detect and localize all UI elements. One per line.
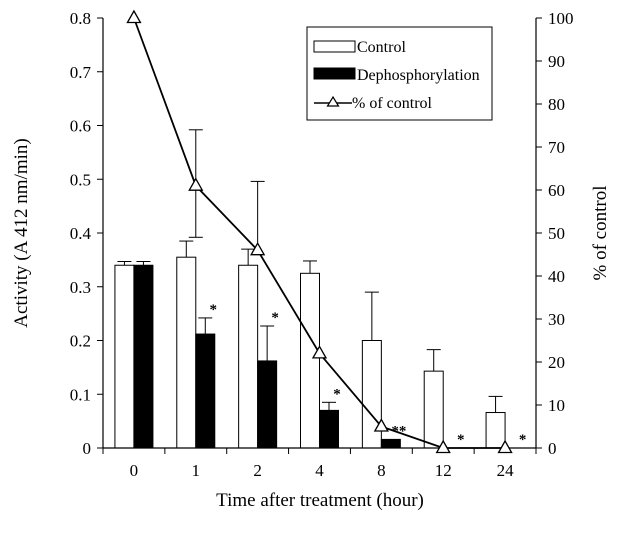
y-tick-label-6: 0.6 [70,117,91,136]
significance-label-2: * [271,310,279,326]
x-axis-label: Time after treatment (hour) [216,490,424,511]
significance-label-4: ** [391,423,406,439]
percent-marker-2 [250,241,266,256]
bar-dephos-1 [195,333,216,449]
y2-tick-label-1: 10 [548,396,565,415]
legend-label-control: Control [357,39,406,56]
percent-marker-5 [435,439,451,454]
y2-tick-label-9: 90 [548,52,565,71]
y2-tick-label-8: 80 [548,95,565,114]
bar-control-0 [114,264,135,449]
percent-marker-4 [373,418,389,432]
x-tick-label-5: 12 [435,461,452,480]
x-tick-label-0: 0 [130,461,139,480]
significance-label-3: * [333,386,341,402]
y-axis-label: Activity (A 412 nm/min) [11,138,32,327]
y-tick-label-4: 0.4 [70,224,92,243]
bar-control-2 [238,264,259,449]
legend-swatch-control [313,40,356,53]
y2-tick-label-3: 30 [548,310,565,329]
y2-axis-label: % of control [590,186,611,281]
x-tick-label-4: 8 [377,461,386,480]
percent-marker-6 [497,439,513,454]
bar-dephos-2 [257,360,278,449]
percent-marker-3 [311,345,328,359]
bar-control-5 [423,370,444,449]
x-tick-label-3: 4 [315,461,324,480]
y-ticks-right: 0 10 20 30 40 50 60 70 80 90 100 [536,9,574,458]
y-tick-label-3: 0.3 [70,278,91,297]
legend-label-dephos: Dephosphorylation [357,67,480,84]
y2-tick-label-4: 40 [548,267,565,286]
significance-label-1: * [210,302,218,318]
x-tick-label-6: 24 [497,461,515,480]
y2-tick-label-5: 50 [548,224,565,243]
legend-label-percent: % of control [352,95,433,112]
y2-tick-label-2: 20 [548,353,565,372]
percent-line-layer [126,9,513,454]
legend-swatch-dephos [313,67,356,80]
significance-layer: ****** * [210,302,527,448]
y2-tick-label-7: 70 [548,138,565,157]
legend: Control Dephosphorylation % of control [306,26,493,121]
bars-layer [114,256,506,449]
bar-dephos-0 [133,264,154,449]
legend-triangle-marker [326,95,340,107]
y-tick-label-1: 0.1 [70,385,91,404]
y-tick-label-7: 0.7 [70,63,92,82]
x-ticks: 0 1 2 4 8 12 24 [102,448,537,480]
y2-tick-label-6: 60 [548,181,565,200]
y2-tick-label-10: 100 [548,9,574,28]
y-tick-label-0: 0 [83,439,92,458]
y-tick-label-8: 0.8 [70,9,91,28]
bar-control-6 [485,412,506,449]
significance-label-5: * [457,432,465,448]
bar-dephos-4 [380,438,401,449]
x-tick-label-1: 1 [192,461,201,480]
bar-dephos-3 [319,409,339,449]
y-tick-label-5: 0.5 [70,170,91,189]
percent-marker-1 [188,177,204,191]
y-tick-label-2: 0.2 [70,332,91,351]
significance-label-6: * [519,432,527,448]
bar-control-4 [361,340,382,449]
bar-control-1 [176,256,197,449]
x-tick-label-2: 2 [253,461,262,480]
bar-control-3 [300,272,320,449]
error-bars-layer [117,240,503,413]
percent-marker-0 [126,9,142,24]
y-ticks-left: 0 0.1 0.2 0.3 0.4 0.5 0.6 0.7 0.8 [70,9,103,458]
y2-tick-label-0: 0 [548,439,557,458]
